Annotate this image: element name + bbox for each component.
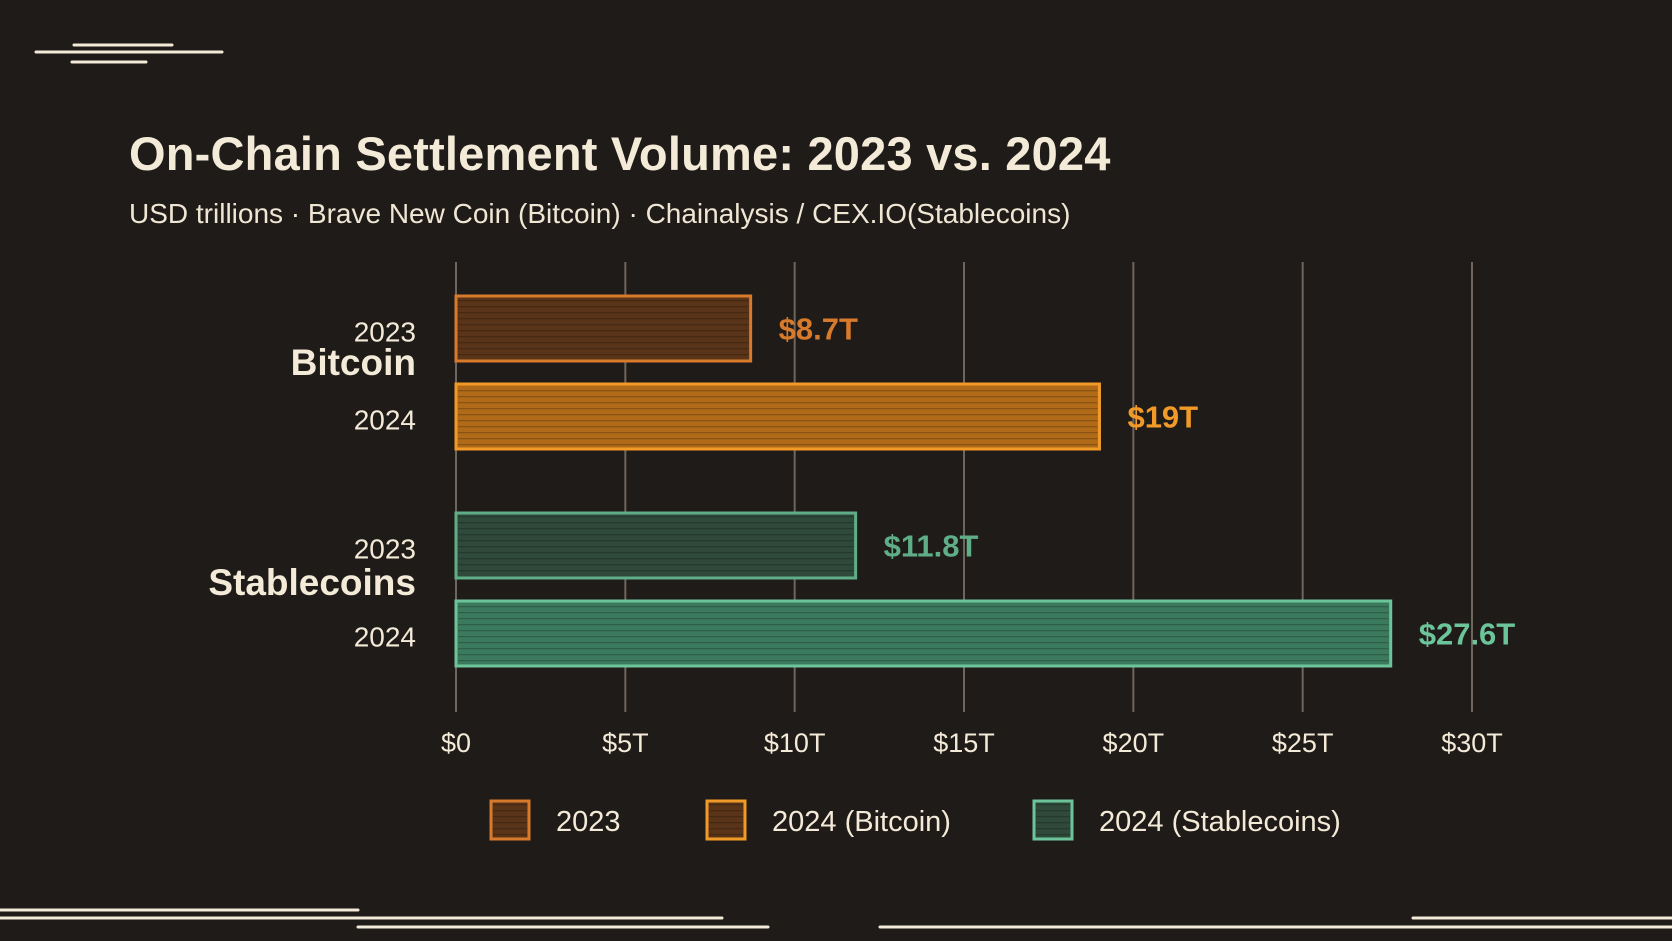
- year-label: 2023: [354, 534, 416, 565]
- category-label-bitcoin: Bitcoin: [291, 342, 416, 383]
- legend: 2023 2024 (Bitcoin) 2024 (Stablecoins): [489, 799, 1341, 841]
- legend-label: 2024 (Bitcoin): [772, 806, 951, 838]
- year-label: 2024: [354, 622, 416, 653]
- decorative-lines: [0, 43, 1672, 929]
- x-axis-ticks: $0 $5T $10T $15T $20T $25T $30T: [441, 728, 1503, 758]
- bar-texture: [458, 515, 854, 576]
- legend-label: 2024 (Stablecoins): [1099, 806, 1341, 838]
- legend-swatch-texture: [709, 803, 743, 837]
- chart-title: On-Chain Settlement Volume: 2023 vs. 202…: [129, 127, 1111, 180]
- bars: $8.7T $19T $11.8T $27.6T: [454, 294, 1516, 668]
- chart-subtitle: USD trillions · Brave New Coin (Bitcoin)…: [129, 198, 1071, 229]
- legend-swatch-texture: [493, 803, 527, 837]
- bar-texture: [458, 386, 1098, 447]
- x-tick-label: $15T: [933, 728, 995, 758]
- x-tick-label: $30T: [1441, 728, 1503, 758]
- category-label-stablecoins: Stablecoins: [208, 562, 416, 603]
- x-tick-label: $20T: [1103, 728, 1165, 758]
- x-tick-label: $5T: [602, 728, 649, 758]
- year-label: 2024: [354, 405, 416, 436]
- value-label: $19T: [1127, 400, 1198, 435]
- value-label: $27.6T: [1419, 617, 1516, 652]
- legend-swatch-texture: [1036, 803, 1070, 837]
- legend-label: 2023: [556, 806, 621, 838]
- x-tick-label: $0: [441, 728, 471, 758]
- bar-texture: [458, 603, 1389, 664]
- value-label: $8.7T: [779, 312, 858, 347]
- value-label: $11.8T: [884, 529, 979, 564]
- x-tick-label: $25T: [1272, 728, 1334, 758]
- year-label: 2023: [354, 317, 416, 348]
- x-tick-label: $10T: [764, 728, 826, 758]
- bar-texture: [458, 298, 749, 359]
